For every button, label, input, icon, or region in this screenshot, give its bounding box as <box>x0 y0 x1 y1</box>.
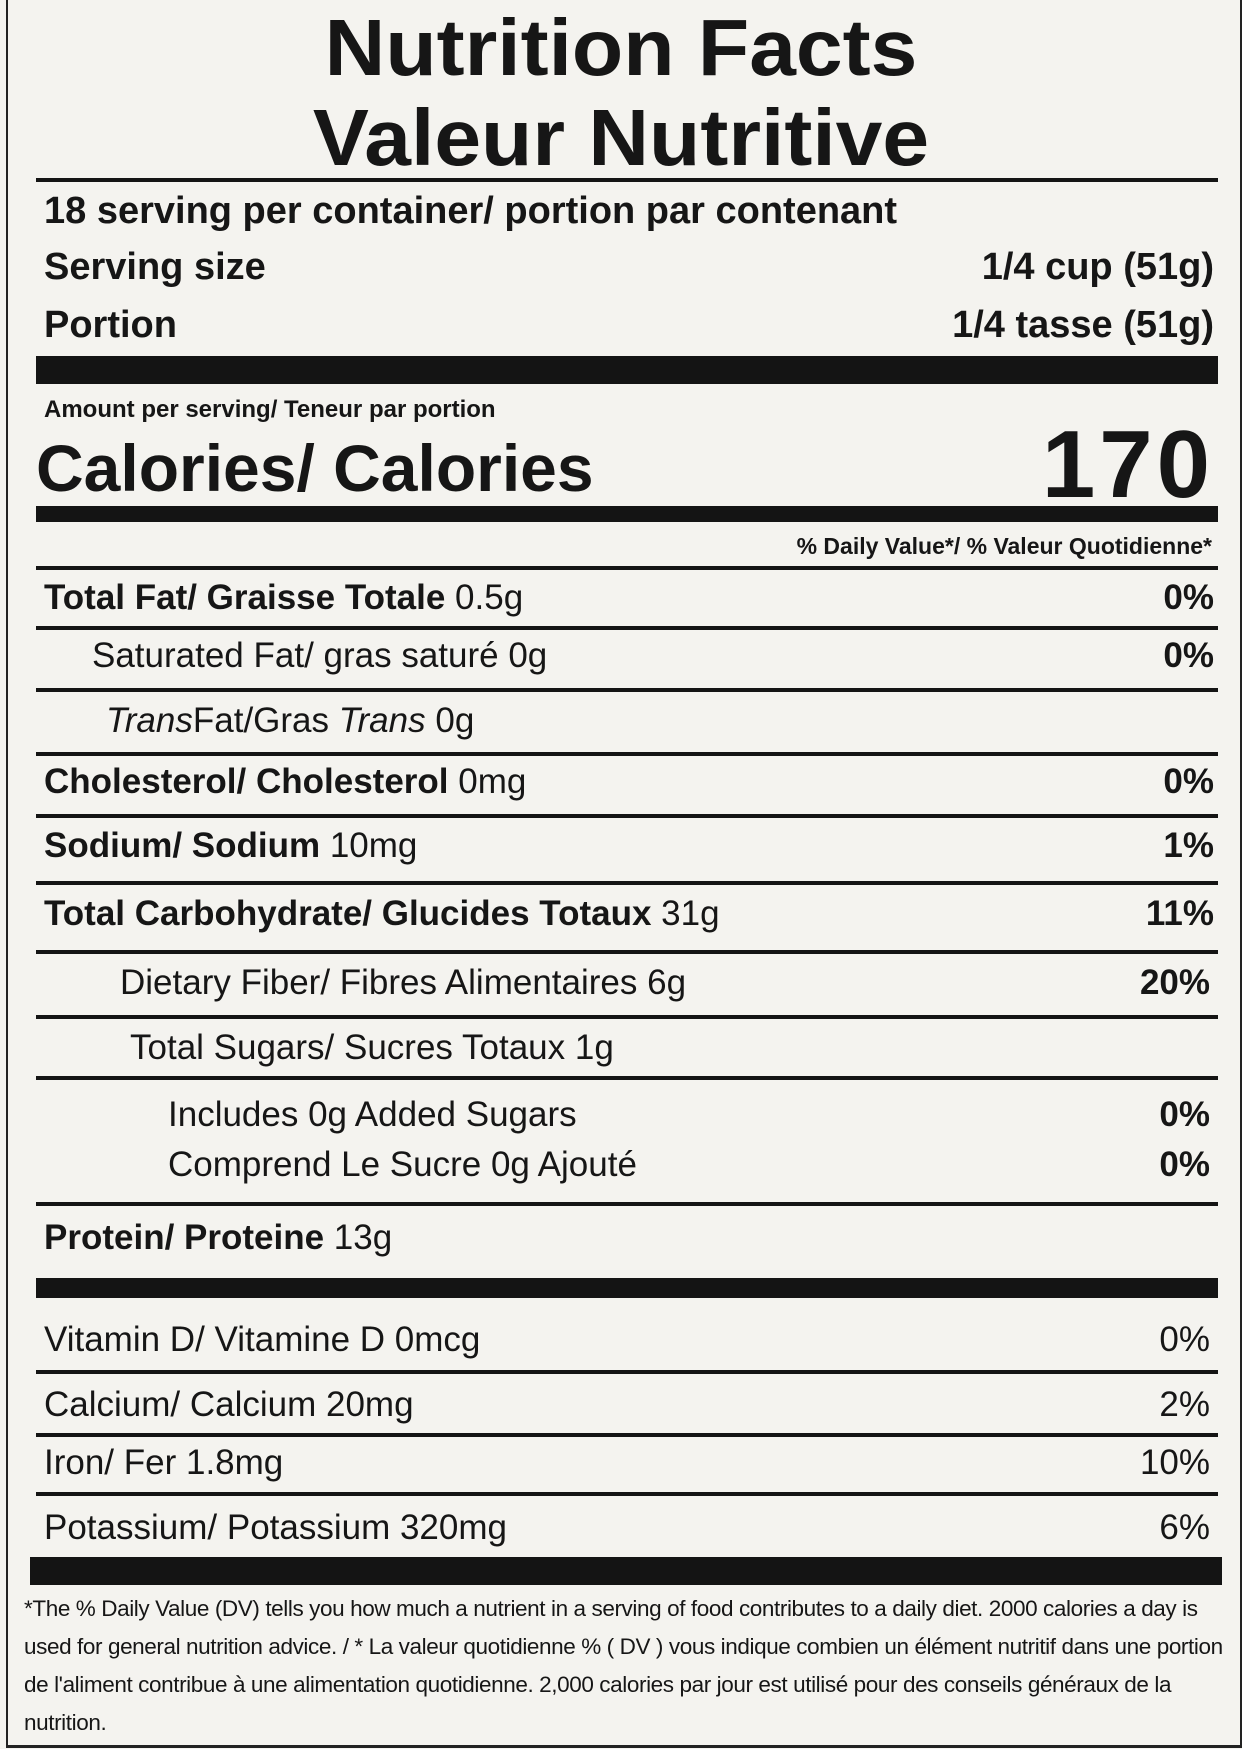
nutrient-row-saturated-fat: Saturated Fat/ gras saturé 0g 0% <box>92 638 1214 673</box>
daily-value-header: % Daily Value*/ % Valeur Quotidienne* <box>796 533 1212 559</box>
vitamin-name: Potassium/ Potassium 320mg <box>44 1508 507 1547</box>
nutrient-row-protein: Protein/ Proteine 13g <box>44 1220 1214 1255</box>
divider <box>36 1370 1218 1374</box>
nutrient-amount: 10mg <box>329 826 418 865</box>
nutrient-amount: 13g <box>333 1218 393 1257</box>
vitamin-row-calcium: Calcium/ Calcium 20mg 2% <box>44 1387 1210 1422</box>
nutrient-amount: 0mg <box>458 762 527 801</box>
nutrient-amount: 0.5g <box>455 578 524 617</box>
thick-divider <box>36 506 1218 522</box>
nutrient-name-italic: Trans <box>338 701 426 740</box>
divider <box>36 688 1218 692</box>
portion-label: Portion <box>44 304 177 346</box>
thick-divider <box>36 356 1218 384</box>
nutrient-row-dietary-fiber: Dietary Fiber/ Fibres Alimentaires 6g 20… <box>120 965 1210 1000</box>
nutrient-name: Fat/Gras <box>192 701 339 740</box>
title-french: Valeur Nutritive <box>312 93 930 182</box>
nutrient-name-italic: Trans <box>106 701 193 740</box>
divider <box>36 1433 1218 1437</box>
serving-size-label: Serving size <box>44 246 266 288</box>
nutrient-row-total-fat: Total Fat/ Graisse Totale 0.5g 0% <box>44 580 1214 615</box>
footnote: *The % Daily Value (DV) tells you how mu… <box>24 1596 1223 1735</box>
nutrient-row-sodium: Sodium/ Sodium 10mg 1% <box>44 828 1214 863</box>
nutrient-dv: 1% <box>1163 826 1214 865</box>
nutrient-amount: 0g <box>435 701 475 740</box>
divider <box>36 1202 1218 1206</box>
divider <box>36 1076 1218 1080</box>
nutrient-name: Sodium/ Sodium <box>44 826 321 865</box>
vitamin-dv: 6% <box>1159 1508 1210 1547</box>
portion-value: 1/4 tasse (51g) <box>952 304 1214 346</box>
nutrient-dv: 0% <box>1163 636 1214 675</box>
label-frame <box>6 0 1242 1748</box>
nutrient-row-total-carbohydrate: Total Carbohydrate/ Glucides Totaux 31g … <box>44 896 1214 931</box>
vitamin-dv: 0% <box>1159 1320 1210 1359</box>
serving-size-value: 1/4 cup (51g) <box>981 246 1214 288</box>
thick-divider <box>36 1278 1218 1298</box>
amount-per-serving: Amount per serving/ Teneur par portion <box>44 396 496 423</box>
nutrient-name: Cholesterol/ Cholesterol <box>44 762 449 801</box>
vitamin-dv: 2% <box>1159 1385 1210 1424</box>
thick-divider <box>30 1557 1222 1585</box>
nutrient-name: Total Carbohydrate/ Glucides Totaux <box>44 894 652 933</box>
nutrient-dv: 0% <box>1163 762 1214 801</box>
nutrient-amount: 0g <box>508 636 548 675</box>
title-english: Nutrition Facts <box>324 3 918 92</box>
vitamin-name: Calcium/ Calcium 20mg <box>44 1385 414 1424</box>
nutrient-name: Saturated Fat/ gras saturé <box>92 636 499 675</box>
serving-size-row: Serving size 1/4 cup (51g) <box>44 248 1214 286</box>
vitamin-name: Iron/ Fer 1.8mg <box>44 1443 284 1482</box>
divider <box>36 178 1218 182</box>
nutrient-dv: 20% <box>1139 963 1210 1002</box>
vitamin-name: Vitamin D/ Vitamine D 0mcg <box>44 1320 481 1359</box>
vitamin-row-iron: Iron/ Fer 1.8mg 10% <box>44 1445 1210 1480</box>
divider <box>36 752 1218 756</box>
divider <box>36 814 1218 818</box>
divider <box>36 626 1218 630</box>
vitamin-row-vitamin-d: Vitamin D/ Vitamine D 0mcg 0% <box>44 1322 1210 1357</box>
nutrient-row-total-sugars: Total Sugars/ Sucres Totaux 1g <box>130 1030 1210 1065</box>
nutrient-name: Total Fat/ Graisse Totale <box>44 578 446 617</box>
vitamin-row-potassium: Potassium/ Potassium 320mg 6% <box>44 1510 1210 1545</box>
nutrient-row-added-sugars: Includes 0g Added Sugars 0% <box>168 1097 1210 1132</box>
divider <box>36 566 1218 570</box>
divider <box>36 1492 1218 1496</box>
nutrient-name: Protein/ Proteine <box>44 1218 325 1257</box>
nutrient-dv: 0% <box>1163 578 1214 617</box>
calories-label: Calories/ Calories <box>36 431 594 505</box>
nutrient-name: Comprend Le Sucre 0g Ajouté <box>168 1145 637 1184</box>
nutrient-row-cholesterol: Cholesterol/ Cholesterol 0mg 0% <box>44 764 1214 799</box>
nutrient-name: Dietary Fiber/ Fibres Alimentaires 6g <box>120 963 687 1002</box>
divider <box>36 950 1218 954</box>
nutrient-dv: 0% <box>1159 1145 1210 1184</box>
nutrient-amount: 31g <box>661 894 720 933</box>
nutrient-row-trans-fat: TransFat/Gras Trans 0g <box>106 703 1214 738</box>
nutrient-dv: 11% <box>1145 894 1214 933</box>
vitamin-dv: 10% <box>1139 1443 1210 1482</box>
servings-per-container: 18 serving per container/ portion par co… <box>44 190 898 232</box>
divider <box>36 1015 1218 1019</box>
portion-row: Portion 1/4 tasse (51g) <box>44 306 1214 344</box>
nutrient-row-added-sugars-fr: Comprend Le Sucre 0g Ajouté 0% <box>168 1147 1210 1182</box>
nutrient-name: Total Sugars/ Sucres Totaux 1g <box>130 1028 614 1067</box>
nutrient-name: Includes 0g Added Sugars <box>168 1095 577 1134</box>
divider <box>36 881 1218 885</box>
nutrient-dv: 0% <box>1159 1095 1210 1134</box>
calories-value: 170 <box>1041 411 1214 518</box>
